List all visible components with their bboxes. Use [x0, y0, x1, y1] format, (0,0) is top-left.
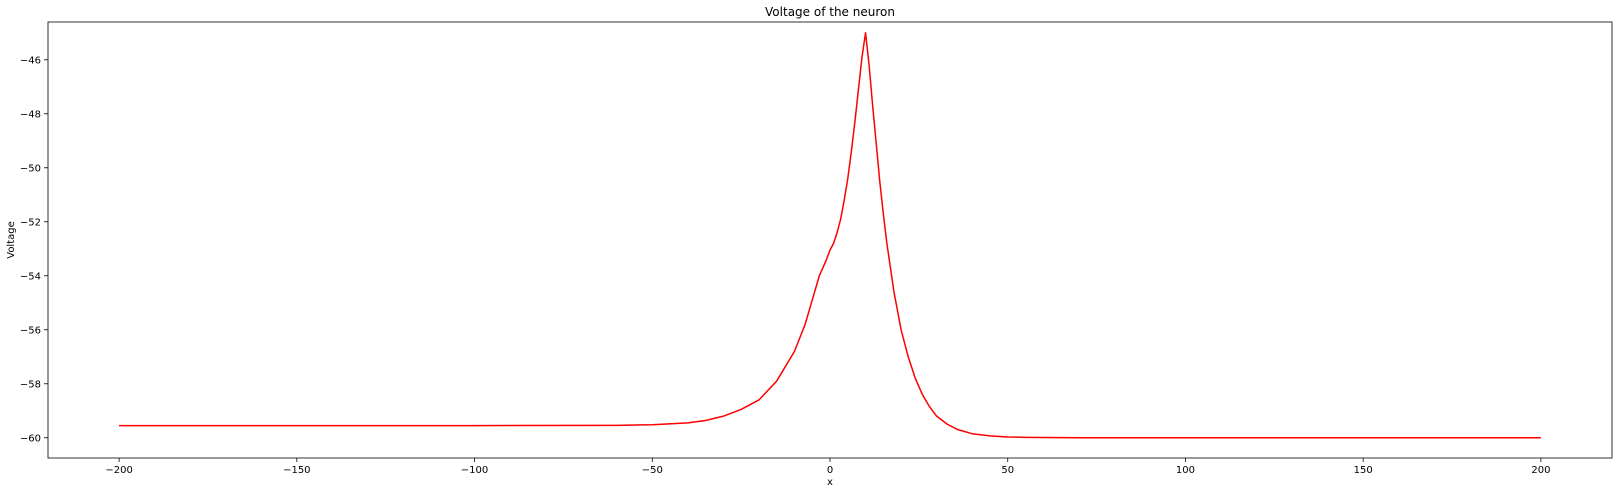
y-tick-label: −58 [20, 379, 41, 390]
y-tick-label: −52 [20, 217, 41, 228]
y-tick-label: −56 [20, 325, 41, 336]
x-tick-label: −200 [105, 465, 132, 476]
x-tick-label: 0 [827, 465, 833, 476]
plot-area: −200 −150 −100 −50 0 50 100 150 200 −60 −58 −56 −54 −… [20, 21, 1613, 476]
y-axis-title: Voltage [6, 221, 17, 259]
y-tick-label: −46 [20, 55, 41, 66]
x-tick-label: 200 [1531, 465, 1550, 476]
x-tick-label: 100 [1176, 465, 1195, 476]
x-axis-title: x [827, 477, 833, 488]
x-tick-label: 50 [1001, 465, 1014, 476]
x-tick-label: 150 [1354, 465, 1373, 476]
x-tick-label: −50 [642, 465, 663, 476]
y-tick-label: −50 [20, 163, 41, 174]
chart-title: Voltage of the neuron [765, 5, 895, 19]
x-tick-label: −150 [283, 465, 310, 476]
x-tick-label: −100 [461, 465, 488, 476]
y-tick-label: −48 [20, 109, 41, 120]
y-tick-label: −54 [20, 271, 41, 282]
y-tick-label: −60 [20, 433, 41, 444]
voltage-line [119, 32, 1541, 439]
plot-frame [47, 21, 1613, 459]
